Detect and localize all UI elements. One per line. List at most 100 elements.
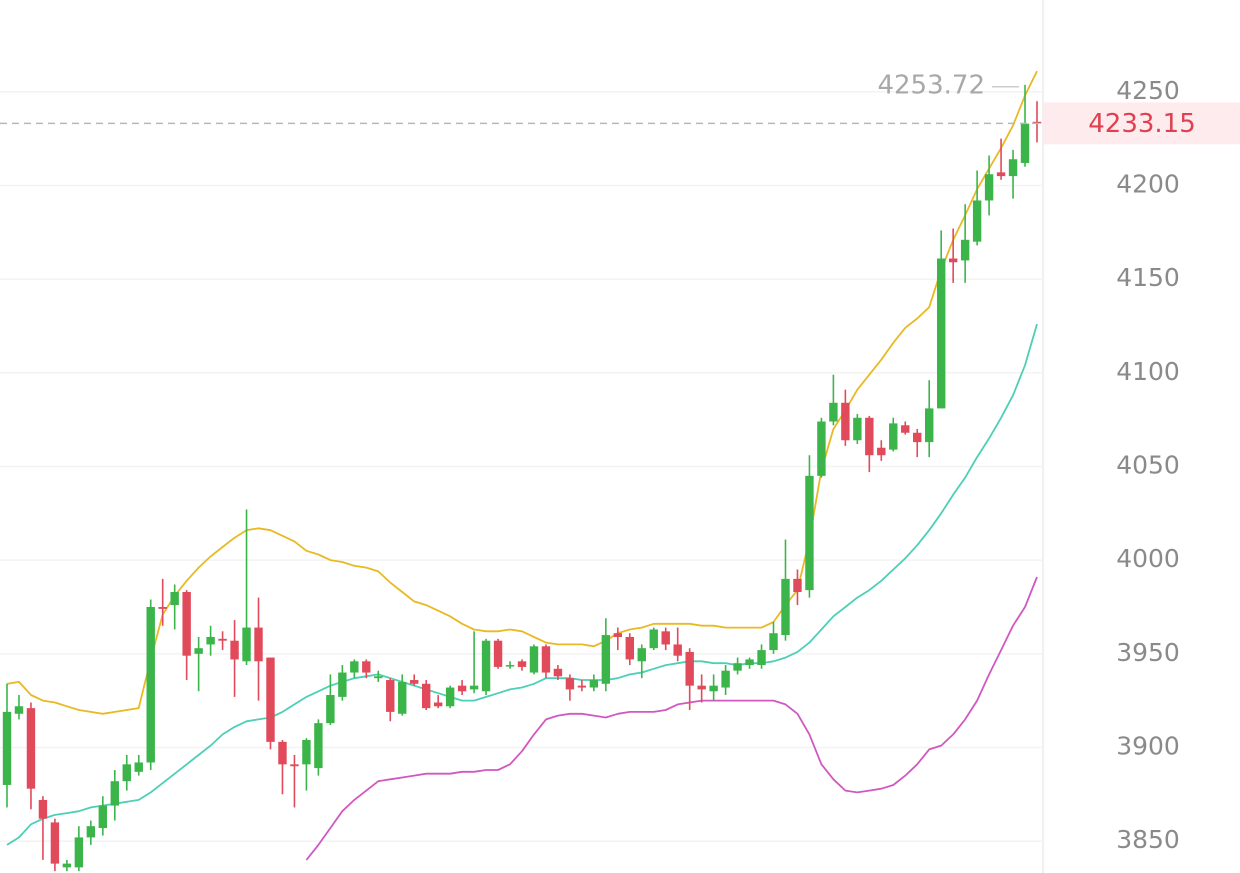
candle-body — [350, 661, 359, 673]
candle-body — [661, 631, 670, 645]
y-tick-label: 4050 — [1116, 450, 1180, 479]
candle-body — [984, 174, 994, 201]
candle-body — [62, 863, 72, 868]
candle-body — [757, 650, 766, 666]
candle-body — [589, 680, 599, 688]
candle-body — [38, 799, 48, 819]
y-tick-label: 4000 — [1116, 544, 1180, 573]
candles — [2, 84, 1042, 872]
candle-body — [996, 172, 1006, 177]
candle-body — [781, 578, 790, 636]
y-tick-label: 3900 — [1116, 731, 1180, 760]
candle-body — [877, 447, 886, 456]
candle-body — [901, 425, 910, 433]
candle-body — [613, 633, 623, 637]
candle-body — [338, 672, 347, 697]
candle-body — [122, 764, 131, 782]
candle-body — [493, 640, 503, 667]
candle-body — [421, 683, 431, 709]
candle-body — [74, 837, 84, 868]
candle-body — [625, 636, 634, 660]
candle-body — [290, 764, 299, 767]
candle-body — [266, 657, 275, 742]
high-label: 4253.72 — [877, 70, 985, 100]
candle-body — [601, 635, 611, 684]
candle-body — [853, 417, 862, 441]
candle-body — [805, 475, 814, 591]
candle-body — [158, 606, 167, 609]
band-line — [6, 323, 1038, 846]
candle-body — [637, 648, 646, 662]
candle-body — [50, 822, 60, 864]
candle-body — [541, 646, 551, 673]
candle-body — [817, 421, 826, 476]
candle-body — [386, 680, 395, 712]
candle-body — [398, 681, 407, 714]
y-tick-label: 4150 — [1116, 263, 1180, 292]
candle-body — [565, 678, 575, 690]
candle-body — [134, 762, 143, 772]
candle-body — [936, 258, 946, 409]
candle-body — [865, 417, 874, 456]
last-price-label: 4233.15 — [1088, 109, 1196, 139]
candle-body — [170, 591, 179, 606]
last-price-badge — [1043, 102, 1240, 145]
candle-body — [925, 408, 934, 443]
candle-body — [793, 578, 802, 592]
y-tick-label: 3950 — [1116, 638, 1180, 667]
candle-body — [673, 644, 682, 656]
candle-body — [948, 258, 958, 263]
candle-body — [697, 685, 706, 690]
candle-body — [86, 826, 96, 838]
band-line — [305, 576, 1038, 861]
candle-body — [829, 402, 838, 422]
candle-body — [553, 668, 563, 677]
candle-body — [481, 640, 491, 692]
candle-body — [685, 651, 694, 686]
candle-body — [206, 636, 215, 645]
candle-body — [960, 239, 970, 261]
candle-body — [709, 685, 718, 692]
candle-body — [1032, 121, 1042, 124]
candle-body — [182, 591, 191, 656]
y-tick-label: 4200 — [1116, 169, 1180, 198]
candle-body — [649, 629, 658, 649]
candle-body — [26, 708, 36, 789]
candle-body — [230, 640, 239, 660]
candle-body — [889, 423, 898, 450]
candle-body — [505, 665, 515, 667]
candle-body — [218, 638, 227, 641]
candle-body — [194, 648, 203, 654]
candle-body — [841, 402, 850, 441]
candle-body — [721, 670, 730, 688]
candle-body — [110, 781, 119, 806]
candle-body — [1020, 123, 1030, 163]
candle-body — [242, 627, 251, 662]
candle-body — [733, 663, 742, 671]
y-tick-label: 4250 — [1116, 76, 1180, 105]
candle-body — [433, 702, 443, 707]
candle-body — [1008, 159, 1018, 177]
grid — [0, 91, 1043, 842]
y-tick-label: 3850 — [1116, 825, 1180, 854]
candle-body — [769, 633, 778, 651]
candle-body — [2, 711, 12, 785]
candle-body — [374, 676, 383, 679]
candle-body — [362, 661, 371, 673]
y-tick-label: 4100 — [1116, 357, 1180, 386]
candle-body — [14, 706, 24, 714]
candle-body — [529, 646, 539, 673]
candle-body — [517, 661, 527, 667]
candle-body — [302, 739, 311, 765]
candle-body — [146, 606, 155, 763]
band-line — [6, 70, 1038, 715]
candle-body — [457, 685, 467, 692]
candle-body — [278, 741, 287, 765]
candle-body — [577, 685, 587, 688]
candle-body — [326, 695, 335, 724]
candle-body — [410, 680, 419, 684]
candle-body — [469, 685, 479, 690]
